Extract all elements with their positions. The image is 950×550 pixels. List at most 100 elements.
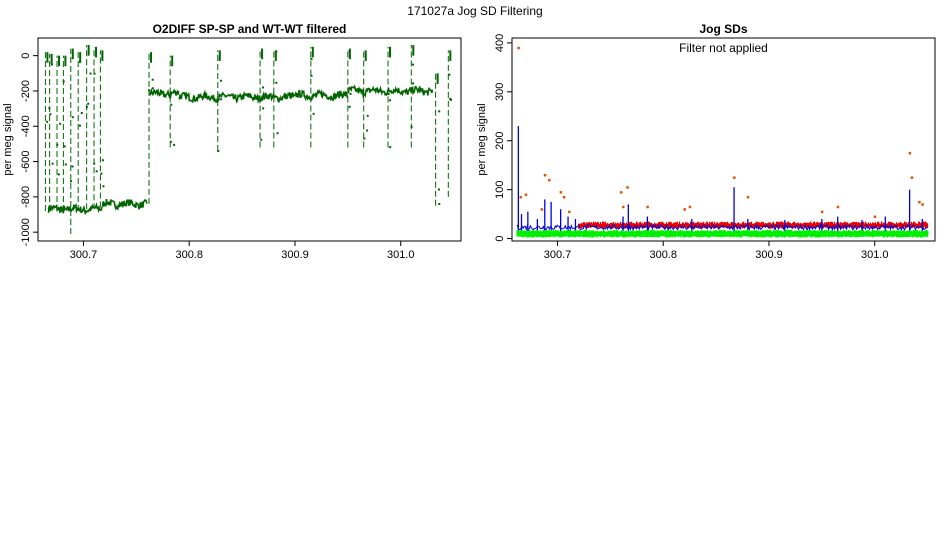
outlier-point <box>910 176 914 179</box>
outlier-point <box>688 205 692 209</box>
y-tick-label: -400 <box>20 115 32 137</box>
series-point <box>46 120 49 123</box>
outlier-point <box>524 193 528 197</box>
series-point <box>387 92 390 95</box>
outlier-point <box>543 173 547 177</box>
series-point <box>310 57 313 60</box>
outlier-point <box>908 151 912 155</box>
series-point <box>51 162 54 165</box>
series-point <box>366 129 369 132</box>
outlier-point <box>559 191 563 194</box>
series-point <box>47 207 50 210</box>
outlier-point <box>873 215 877 219</box>
series-point <box>366 114 369 117</box>
outlier-point <box>540 208 544 211</box>
series-point <box>50 63 53 66</box>
plot-frame <box>37 37 462 242</box>
series-point <box>389 99 392 102</box>
y-tick-label: 100 <box>494 180 506 198</box>
series-point <box>100 172 103 175</box>
outlier-point <box>626 186 629 189</box>
series-point <box>262 86 265 89</box>
outlier-point <box>918 200 921 204</box>
plot-frame <box>511 37 936 242</box>
y-axis-label: per meg signal <box>2 103 14 175</box>
series-point <box>438 110 441 113</box>
outlier-point <box>921 203 924 206</box>
series-point <box>89 72 92 75</box>
series-point <box>148 89 151 92</box>
series-point <box>63 145 66 148</box>
series-point <box>275 50 278 53</box>
outlier-point <box>836 205 840 209</box>
series-point <box>64 163 67 166</box>
y-tick-label: 300 <box>494 83 506 101</box>
series-point <box>87 102 90 105</box>
series-blue-line <box>516 223 928 232</box>
series-point <box>79 60 82 63</box>
x-tick-label: 300.9 <box>281 249 309 261</box>
outlier-point <box>517 46 520 50</box>
series-point <box>219 79 222 82</box>
series-point <box>438 202 441 205</box>
series-point <box>80 112 83 115</box>
series-point <box>101 159 104 162</box>
series-point <box>78 124 81 127</box>
y-tick-label: -1000 <box>20 218 32 246</box>
series-point <box>173 143 176 146</box>
series-point <box>169 140 172 143</box>
series-point <box>57 173 60 176</box>
series-point <box>56 143 59 146</box>
outlier-point <box>519 195 522 199</box>
series-point <box>275 81 278 84</box>
outlier-point <box>820 210 824 214</box>
series-point <box>71 165 74 168</box>
series-point <box>217 150 220 153</box>
series-point <box>85 106 88 109</box>
series-point <box>349 92 352 95</box>
series-point <box>389 146 392 149</box>
series-point <box>348 50 351 53</box>
series-point <box>437 188 440 191</box>
series-point <box>348 105 351 108</box>
x-tick-label: 300.8 <box>649 249 677 261</box>
series-point <box>95 170 98 173</box>
x-tick-label: 300.7 <box>70 249 98 261</box>
series-baseline <box>294 88 349 102</box>
series-point <box>276 132 279 135</box>
series-baseline <box>347 84 434 99</box>
y-tick-label: 400 <box>494 34 506 52</box>
series-point <box>310 74 313 77</box>
series-baseline <box>149 87 180 100</box>
y-tick-label: -200 <box>20 80 32 102</box>
chart-title: O2DIFF SP-SP and WT-WT filtered <box>153 22 347 36</box>
outlier-point <box>733 176 736 179</box>
outlier-point <box>548 178 551 182</box>
outlier-point <box>619 191 623 194</box>
chart-annotation: Filter not applied <box>679 41 768 55</box>
series-point <box>151 87 154 90</box>
series-point <box>260 138 263 141</box>
outlier-point <box>683 208 686 211</box>
series-point <box>412 82 415 85</box>
series-point <box>93 72 96 75</box>
series-point <box>448 73 451 76</box>
series-point <box>71 116 74 119</box>
series-point <box>70 180 73 183</box>
chart-title: Jog SDs <box>699 22 747 36</box>
series-point <box>59 122 62 125</box>
x-tick-label: 301.0 <box>861 249 889 261</box>
series-point <box>170 103 173 106</box>
series-point <box>220 98 223 101</box>
series-point <box>410 125 413 128</box>
series-baseline <box>101 198 148 211</box>
y-tick-label: 0 <box>20 53 32 59</box>
series-point <box>312 112 315 115</box>
outlier-point <box>562 195 566 199</box>
outlier-point <box>568 210 571 214</box>
y-tick-label: -800 <box>20 186 32 208</box>
x-tick-label: 300.9 <box>755 249 783 261</box>
x-tick-label: 300.8 <box>175 249 203 261</box>
